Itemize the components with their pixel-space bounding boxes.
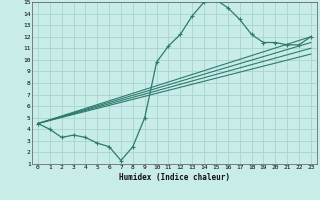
X-axis label: Humidex (Indice chaleur): Humidex (Indice chaleur) [119,173,230,182]
